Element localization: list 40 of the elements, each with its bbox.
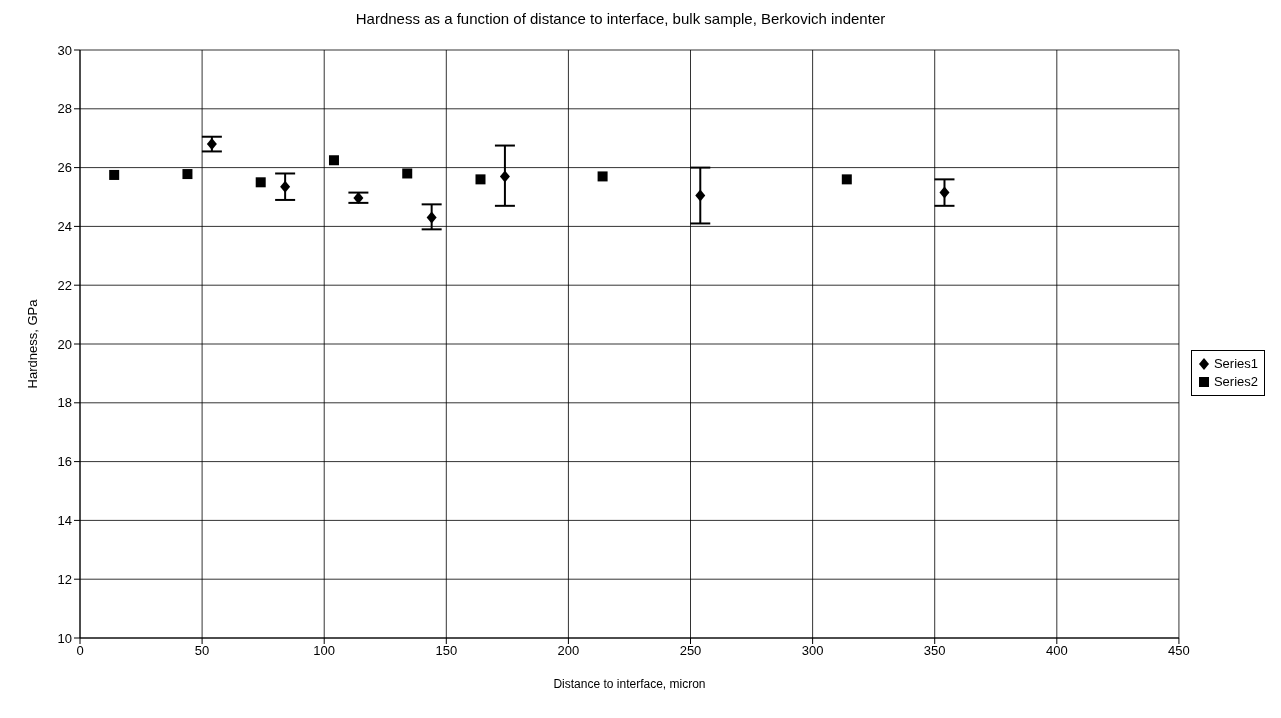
point	[402, 168, 413, 179]
point	[109, 169, 120, 180]
point	[841, 174, 852, 185]
x-tick-label: 300	[801, 643, 824, 659]
x-tick-label: 250	[679, 643, 702, 659]
y-tick-label: 30	[57, 42, 72, 58]
x-tick-label: 200	[557, 643, 580, 659]
legend-label: Series2	[1213, 373, 1258, 391]
y-tick-label: 28	[57, 101, 72, 117]
y-tick-label: 24	[57, 219, 72, 235]
point	[255, 177, 266, 188]
point	[939, 186, 950, 199]
legend-label: Series1	[1213, 355, 1258, 373]
point	[426, 211, 437, 224]
point	[182, 169, 193, 180]
x-tick-label: 150	[435, 643, 458, 659]
y-tick-label: 20	[57, 336, 72, 352]
x-tick-label: 450	[1168, 643, 1190, 659]
y-tick-label: 18	[57, 395, 72, 411]
point	[695, 189, 706, 202]
x-tick-label: 0	[76, 643, 84, 659]
y-tick-label: 12	[57, 571, 72, 587]
point	[475, 174, 486, 185]
y-tick-label: 26	[57, 160, 72, 176]
x-tick-label: 100	[313, 643, 336, 659]
x-axis-title: Distance to interface, micron	[553, 677, 706, 691]
point	[328, 155, 339, 166]
y-tick-label: 10	[57, 630, 72, 646]
y-tick-label: 22	[57, 277, 72, 293]
x-tick-label: 400	[1045, 643, 1068, 659]
point	[280, 180, 291, 193]
y-axis-title: Hardness, GPa	[24, 298, 40, 389]
point	[499, 170, 510, 183]
point	[597, 171, 608, 182]
point	[206, 138, 217, 151]
x-tick-label: 50	[194, 643, 210, 659]
y-tick-label: 14	[57, 513, 72, 529]
y-tick-label: 16	[57, 454, 72, 470]
chart-title: Hardness as a function of distance to interface, bulk sample, Berkovich indenter	[354, 9, 887, 29]
x-tick-label: 350	[923, 643, 946, 659]
